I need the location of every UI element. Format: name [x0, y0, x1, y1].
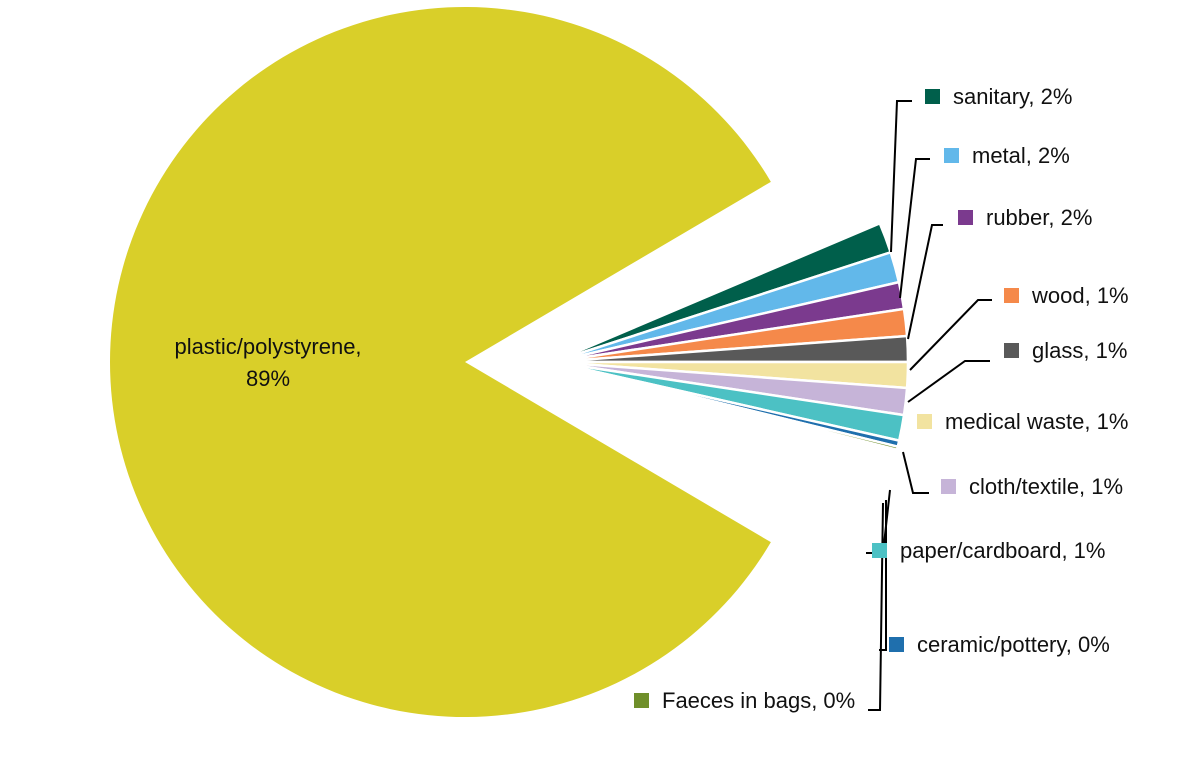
- slice-label-rubber: rubber, 2%: [986, 205, 1092, 230]
- leader-line-faeces-in-bags: [868, 502, 884, 711]
- legend-marker-ceramic-pottery: [889, 637, 904, 652]
- leader-line-wood: [909, 299, 992, 371]
- plastic-label-line2: 89%: [246, 366, 290, 391]
- legend-marker-glass: [1004, 343, 1019, 358]
- slice-label-faeces-in-bags: Faeces in bags, 0%: [662, 688, 855, 713]
- legend-marker-medical-waste: [917, 414, 932, 429]
- leader-line-metal: [899, 158, 930, 299]
- slice-plastic-polystyrene: [110, 6, 771, 717]
- legend-marker-sanitary: [925, 89, 940, 104]
- legend-marker-rubber: [958, 210, 973, 225]
- legend-marker-metal: [944, 148, 959, 163]
- slice-label-paper-cardboard: paper/cardboard, 1%: [900, 538, 1105, 563]
- leader-line-sanitary: [890, 100, 912, 253]
- legend-marker-cloth-textile: [941, 479, 956, 494]
- slice-label-medical-waste: medical waste, 1%: [945, 409, 1128, 434]
- slice-label-metal: metal, 2%: [972, 143, 1070, 168]
- slice-faeces-in-bags: [551, 360, 900, 451]
- leader-line-rubber: [907, 224, 943, 340]
- wedge-layer: [551, 222, 910, 451]
- main-slice-layer: [110, 6, 771, 717]
- slice-label-wood: wood, 1%: [1031, 283, 1129, 308]
- slice-label-glass: glass, 1%: [1032, 338, 1127, 363]
- slice-label-sanitary: sanitary, 2%: [953, 84, 1072, 109]
- legend-marker-wood: [1004, 288, 1019, 303]
- legend-marker-faeces-in-bags: [634, 693, 649, 708]
- legend-marker-paper-cardboard: [872, 543, 887, 558]
- slice-label-ceramic-pottery: ceramic/pottery, 0%: [917, 632, 1110, 657]
- legend-layer: sanitary, 2% metal, 2% rubber, 2% wood, 1% g…: [634, 84, 1129, 713]
- plastic-label-line1: plastic/polystyrene,: [174, 334, 361, 359]
- leader-line-glass: [907, 360, 990, 403]
- leader-line-cloth-textile: [902, 451, 929, 494]
- slice-label-cloth-textile: cloth/textile, 1%: [969, 474, 1123, 499]
